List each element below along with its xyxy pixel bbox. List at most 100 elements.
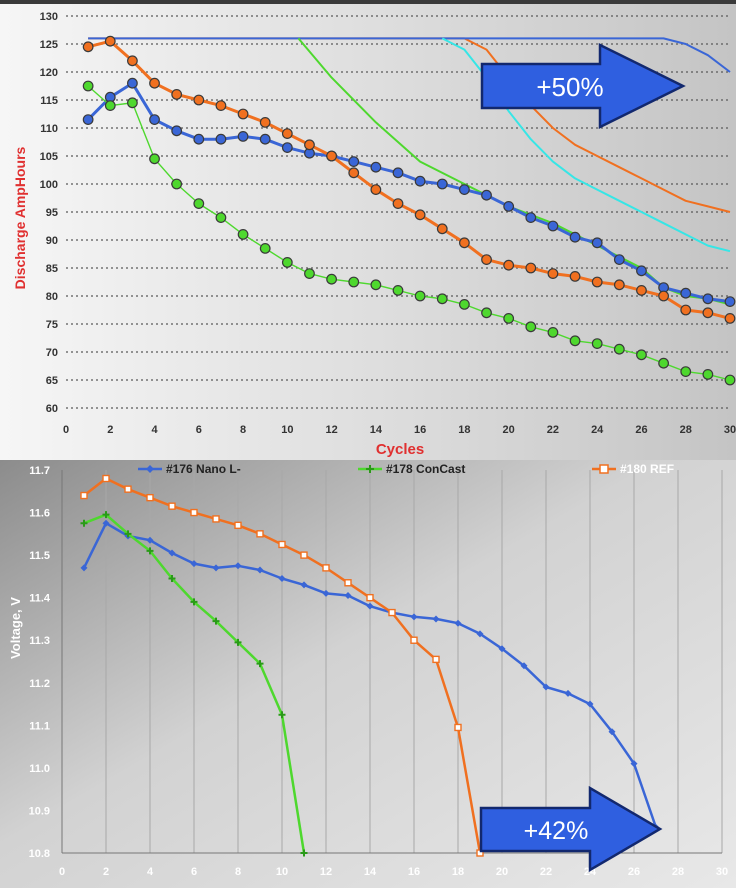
data-point: [392, 285, 404, 296]
data-point: [102, 519, 110, 527]
x-tick-label: 18: [458, 424, 470, 436]
x-tick-label: 26: [635, 424, 647, 436]
y-tick-label: 11.6: [29, 508, 50, 520]
data-point: [370, 279, 382, 291]
legend-label-concast: #178 ConCast: [386, 462, 465, 476]
data-point: [281, 257, 293, 268]
data-point: [366, 602, 374, 610]
data-point: [503, 259, 515, 271]
x-tick-label: 28: [680, 424, 692, 436]
data-point: [234, 638, 242, 646]
data-point: [212, 617, 220, 625]
data-point: [80, 564, 88, 572]
data-point: [410, 636, 418, 644]
bottom-improvement-arrow: +42%: [479, 785, 663, 873]
data-point: [436, 178, 448, 190]
data-point: [525, 262, 537, 274]
y-tick-label: 11.5: [29, 550, 50, 562]
data-point: [591, 237, 603, 249]
top-arrow-shape: [480, 42, 686, 130]
legend-entry-concast: #178 ConCast: [358, 462, 465, 476]
data-point: [171, 88, 183, 100]
data-point: [366, 593, 374, 602]
data-point: [724, 296, 736, 308]
y-tick-label: 10.8: [29, 848, 50, 860]
data-point: [190, 598, 198, 606]
data-point: [392, 198, 404, 210]
data-point: [547, 268, 559, 280]
data-point: [171, 125, 183, 137]
data-point: [436, 293, 448, 305]
data-point: [237, 108, 249, 120]
x-tick-label: 2: [103, 866, 109, 878]
data-point: [414, 175, 426, 187]
legend-marker-ref: [599, 464, 609, 474]
data-point: [454, 619, 462, 627]
data-point: [569, 335, 581, 347]
data-point: [102, 474, 110, 483]
data-point: [304, 139, 315, 151]
data-point: [278, 575, 286, 583]
data-point: [702, 293, 714, 305]
data-point: [702, 307, 714, 319]
y-tick-label: 115: [40, 95, 58, 107]
data-point: [124, 485, 132, 493]
data-point: [168, 502, 176, 510]
data-point: [525, 212, 537, 224]
data-point: [454, 723, 462, 732]
data-point: [126, 55, 138, 67]
y-tick-label: 100: [40, 179, 58, 191]
legend-marker-nano: [146, 465, 154, 473]
x-tick-label: 24: [591, 424, 604, 436]
data-point: [190, 508, 198, 517]
y-tick-label: 60: [46, 403, 58, 415]
data-point: [608, 728, 616, 736]
y-tick-label: 11.1: [29, 720, 50, 732]
data-point: [348, 156, 360, 168]
data-point: [149, 153, 160, 165]
data-point: [459, 237, 470, 249]
x-tick-label: 20: [503, 424, 515, 436]
top-chart-y-axis-title: Discharge AmpHours: [12, 146, 28, 289]
top-chart-series: [82, 35, 736, 386]
data-point: [300, 551, 308, 559]
data-point: [658, 290, 669, 302]
data-point: [613, 279, 625, 291]
data-point: [278, 540, 286, 549]
y-tick-label: 11.7: [29, 465, 50, 477]
data-point: [126, 97, 138, 109]
data-point: [304, 268, 315, 280]
data-point: [344, 579, 352, 587]
bottom-chart-y-axis-title: Voltage, V: [8, 597, 23, 659]
x-tick-label: 8: [235, 866, 241, 878]
data-point: [414, 290, 426, 302]
data-point: [149, 114, 160, 125]
data-point: [171, 178, 183, 190]
data-point: [124, 530, 132, 538]
legend-label-ref: #180 REF: [620, 462, 674, 476]
data-point: [432, 655, 440, 664]
data-point: [680, 304, 692, 316]
data-point: [436, 223, 448, 235]
data-point: [80, 519, 88, 527]
data-point: [503, 313, 515, 324]
data-point: [256, 530, 264, 538]
series-line-4: [88, 37, 731, 73]
y-tick-label: 75: [46, 319, 58, 331]
data-point: [326, 273, 338, 285]
data-point: [326, 150, 338, 162]
y-tick-label: 11.3: [29, 635, 50, 647]
data-point: [591, 276, 603, 288]
data-point: [190, 560, 198, 568]
x-tick-label: 6: [196, 424, 202, 436]
legend-entry-nano: #176 Nano L-: [138, 462, 241, 476]
data-point: [278, 711, 286, 719]
data-point: [212, 564, 220, 572]
data-point: [168, 549, 176, 557]
data-point: [168, 575, 176, 583]
data-point: [126, 77, 138, 89]
data-point: [193, 94, 205, 106]
data-point: [104, 35, 116, 47]
